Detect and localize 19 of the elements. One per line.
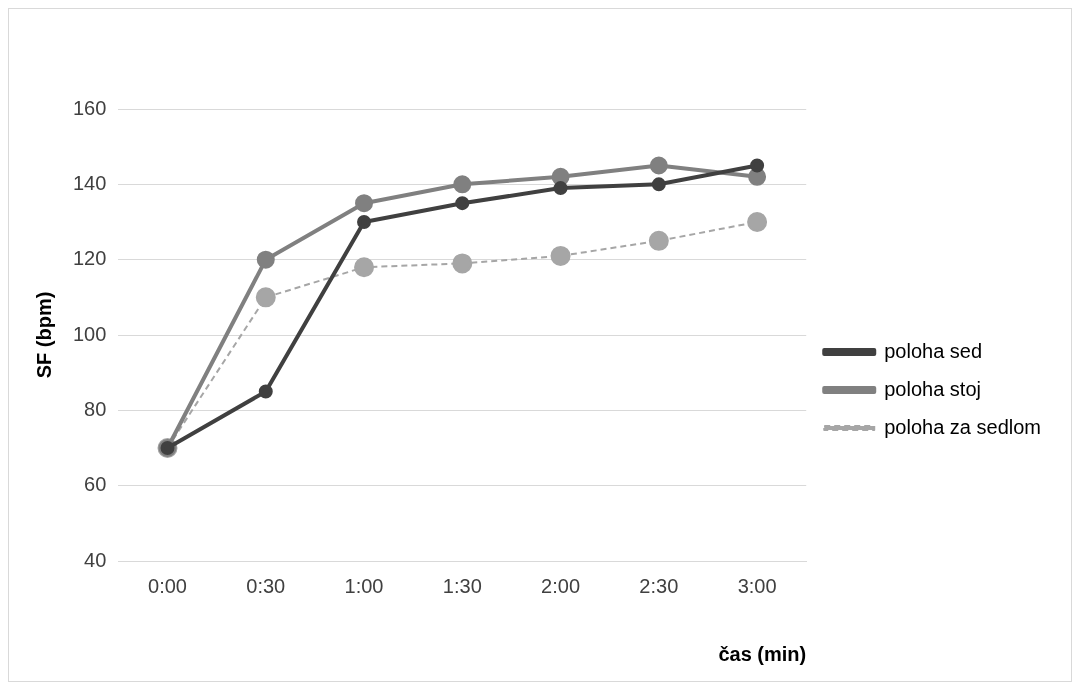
y-tick-label: 60 [84, 473, 107, 496]
y-axis-title: SF (bpm) [32, 291, 55, 379]
x-tick-label: 0:30 [246, 574, 286, 597]
x-tick-label: 0:00 [148, 574, 187, 597]
x-tick-label: 1:00 [344, 574, 384, 597]
legend-label: poloha stoj [884, 377, 981, 400]
y-tick-label: 160 [72, 96, 107, 119]
y-tick-label: 120 [72, 247, 107, 270]
x-tick-label: 2:00 [541, 574, 581, 597]
legend-label: poloha za sedlom [884, 415, 1042, 438]
y-tick-label: 100 [72, 322, 107, 345]
x-tick-label: 1:30 [442, 574, 482, 597]
x-axis-title: čas (min) [718, 642, 807, 665]
y-tick-label: 80 [84, 397, 107, 420]
x-tick-label: 3:00 [737, 574, 777, 597]
legend-label: poloha sed [884, 339, 983, 362]
x-tick-label: 2:30 [639, 574, 679, 597]
y-tick-label: 140 [72, 171, 107, 194]
y-tick-label: 40 [84, 548, 107, 571]
